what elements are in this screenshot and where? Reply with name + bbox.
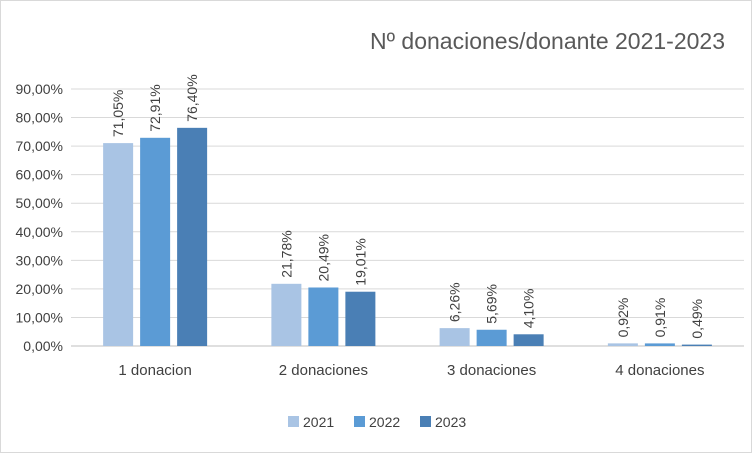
legend-label: 2021	[303, 414, 334, 430]
y-tick-label: 20,00%	[16, 281, 63, 297]
bar	[476, 329, 507, 346]
legend-swatch	[354, 416, 365, 427]
bar	[271, 283, 302, 346]
data-label: 21,78%	[278, 230, 294, 277]
bar	[308, 287, 339, 346]
legend-swatch	[420, 416, 431, 427]
data-label: 6,26%	[447, 282, 463, 322]
data-labels: 71,05% 72,91% 76,40% 21,78% 20,49% 19,01% 6,26…	[110, 74, 705, 338]
data-label: 20,49%	[315, 234, 331, 281]
gridlines	[71, 88, 744, 347]
x-tick-label: 1 donacion	[118, 362, 191, 379]
y-tick-label: 30,00%	[16, 252, 63, 268]
bar	[103, 143, 134, 346]
axes: 0,00% 10,00% 20,00% 30,00% 40,00% 50,00% 60,00…	[16, 81, 705, 379]
y-tick-label: 50,00%	[16, 195, 63, 211]
bar	[644, 343, 675, 346]
y-tick-label: 80,00%	[16, 110, 63, 126]
x-tick-label: 3 donaciones	[447, 362, 536, 379]
y-tick-label: 10,00%	[16, 309, 63, 325]
chart-title: Nº donaciones/donante 2021-2023	[370, 28, 725, 54]
data-label: 71,05%	[110, 90, 126, 137]
bar	[439, 328, 470, 346]
x-tick-label: 4 donaciones	[615, 362, 704, 379]
bar	[607, 343, 638, 346]
data-label: 5,69%	[484, 284, 500, 324]
data-label: 4,10%	[521, 289, 537, 329]
bar	[140, 137, 171, 346]
y-tick-label: 60,00%	[16, 167, 63, 183]
y-tick-label: 40,00%	[16, 224, 63, 240]
data-label: 19,01%	[352, 238, 368, 285]
data-label: 72,91%	[147, 84, 163, 131]
bar	[513, 334, 544, 346]
data-label: 0,92%	[615, 298, 631, 338]
data-label: 0,49%	[689, 299, 705, 339]
legend-label: 2023	[435, 414, 466, 430]
x-tick-label: 2 donaciones	[279, 362, 368, 379]
legend-label: 2022	[369, 414, 400, 430]
legend: 2021 2022 2023	[288, 414, 466, 430]
y-tick-label: 70,00%	[16, 138, 63, 154]
y-tick-label: 90,00%	[16, 81, 63, 97]
bar	[681, 344, 712, 346]
bars	[103, 127, 712, 346]
bar	[177, 127, 208, 346]
legend-swatch	[288, 416, 299, 427]
data-label: 0,91%	[652, 298, 668, 338]
bar	[345, 291, 376, 346]
data-label: 76,40%	[184, 74, 200, 121]
y-tick-label: 0,00%	[23, 338, 63, 354]
